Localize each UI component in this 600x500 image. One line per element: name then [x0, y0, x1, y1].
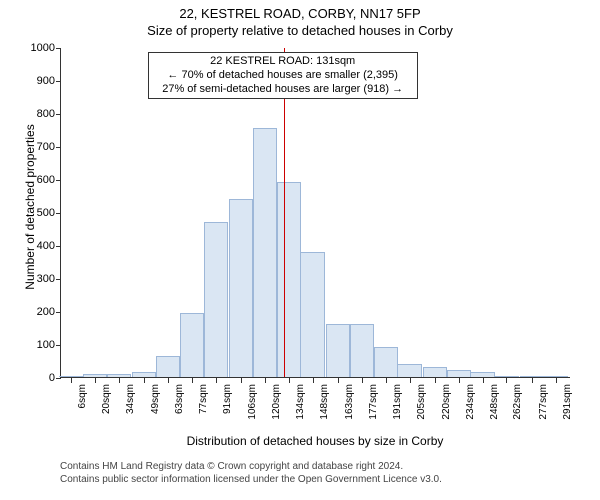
x-tick-label: 205sqm — [414, 384, 427, 420]
x-tick-mark — [192, 378, 193, 383]
y-tick-mark — [56, 180, 61, 181]
x-tick-label: 91sqm — [220, 384, 233, 414]
histogram-bar — [253, 128, 277, 377]
x-tick-mark — [338, 378, 339, 383]
y-tick-mark — [56, 81, 61, 82]
annotation-box: 22 KESTREL ROAD: 131sqm ← 70% of detache… — [148, 52, 418, 99]
x-tick-mark — [386, 378, 387, 383]
x-tick-label: 148sqm — [317, 384, 330, 420]
y-tick-mark — [56, 147, 61, 148]
x-tick-mark — [556, 378, 557, 383]
x-tick-label: 20sqm — [99, 384, 112, 414]
annotation-line2: ← 70% of detached houses are smaller (2,… — [155, 69, 411, 83]
x-tick-label: 277sqm — [536, 384, 549, 420]
x-tick-mark — [289, 378, 290, 383]
footer-line1: Contains HM Land Registry data © Crown c… — [60, 460, 442, 473]
x-tick-label: 63sqm — [172, 384, 185, 414]
x-tick-label: 191sqm — [390, 384, 403, 420]
x-tick-label: 34sqm — [123, 384, 136, 414]
x-tick-mark — [168, 378, 169, 383]
x-tick-label: 291sqm — [560, 384, 573, 420]
y-axis-label: Number of detached properties — [23, 107, 37, 307]
histogram-bar — [494, 376, 518, 377]
histogram-bar — [132, 372, 156, 377]
x-tick-label: 248sqm — [487, 384, 500, 420]
histogram-bar — [447, 370, 471, 377]
histogram-bar — [423, 367, 447, 377]
y-tick-mark — [56, 279, 61, 280]
footer: Contains HM Land Registry data © Crown c… — [60, 460, 442, 486]
x-tick-mark — [144, 378, 145, 383]
histogram-bar — [397, 364, 421, 377]
y-tick-mark — [56, 114, 61, 115]
x-tick-label: 262sqm — [510, 384, 523, 420]
y-tick-mark — [56, 246, 61, 247]
histogram-bar — [520, 376, 544, 377]
x-tick-mark — [435, 378, 436, 383]
y-tick-mark — [56, 213, 61, 214]
x-tick-mark — [483, 378, 484, 383]
x-tick-label: 49sqm — [148, 384, 161, 414]
histogram-bar — [277, 182, 301, 377]
histogram-bar — [374, 347, 398, 377]
histogram-bar — [229, 199, 253, 377]
x-tick-label: 177sqm — [366, 384, 379, 420]
x-tick-label: 77sqm — [196, 384, 209, 414]
x-tick-mark — [71, 378, 72, 383]
chart-title: 22, KESTREL ROAD, CORBY, NN17 5FP — [0, 0, 600, 21]
x-axis-label: Distribution of detached houses by size … — [60, 434, 570, 448]
histogram-bar — [470, 372, 494, 377]
histogram-bar — [59, 376, 83, 377]
histogram-bar — [544, 376, 568, 377]
histogram-bar — [350, 324, 374, 377]
chart-container: 22, KESTREL ROAD, CORBY, NN17 5FP Size o… — [0, 0, 600, 500]
x-tick-mark — [216, 378, 217, 383]
x-tick-mark — [362, 378, 363, 383]
x-tick-mark — [410, 378, 411, 383]
annotation-line1: 22 KESTREL ROAD: 131sqm — [155, 55, 411, 69]
y-tick-mark — [56, 312, 61, 313]
annotation-line3: 27% of semi-detached houses are larger (… — [155, 83, 411, 97]
x-tick-mark — [265, 378, 266, 383]
x-tick-label: 120sqm — [269, 384, 282, 420]
histogram-bar — [156, 356, 180, 377]
y-tick-mark — [56, 378, 61, 379]
x-tick-mark — [241, 378, 242, 383]
chart-subtitle: Size of property relative to detached ho… — [0, 21, 600, 42]
x-tick-label: 220sqm — [439, 384, 452, 420]
histogram-bar — [180, 313, 204, 377]
footer-line2: Contains public sector information licen… — [60, 473, 442, 486]
x-tick-mark — [119, 378, 120, 383]
histogram-bar — [204, 222, 228, 377]
x-tick-mark — [95, 378, 96, 383]
x-tick-label: 106sqm — [245, 384, 258, 420]
x-tick-mark — [313, 378, 314, 383]
x-tick-label: 163sqm — [342, 384, 355, 420]
y-tick-mark — [56, 345, 61, 346]
x-tick-mark — [532, 378, 533, 383]
x-tick-label: 134sqm — [293, 384, 306, 420]
histogram-bar — [107, 374, 131, 377]
histogram-bar — [300, 252, 324, 377]
x-tick-label: 6sqm — [75, 384, 88, 408]
histogram-bar — [326, 324, 350, 377]
x-tick-mark — [459, 378, 460, 383]
y-tick-mark — [56, 48, 61, 49]
x-tick-label: 234sqm — [463, 384, 476, 420]
x-tick-mark — [506, 378, 507, 383]
histogram-bar — [83, 374, 107, 377]
